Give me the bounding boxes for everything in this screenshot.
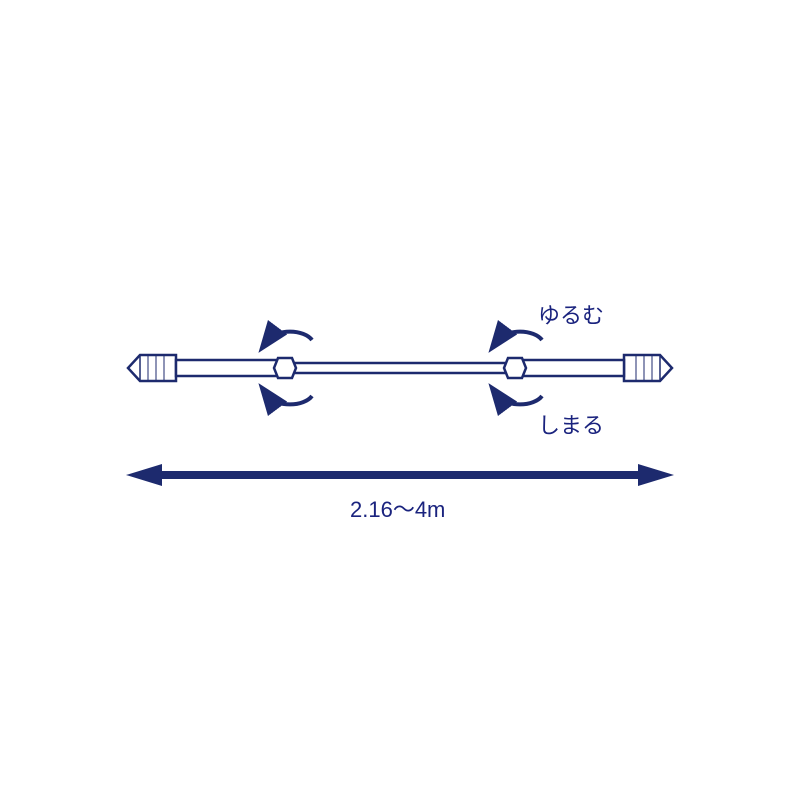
rotation-arrow-left-lower: [268, 396, 312, 404]
rod-right-tube: [515, 360, 624, 376]
rod-center-tube: [285, 363, 515, 373]
rod-diagram: ゆるむ しまる 2.16～4m: [80, 260, 720, 540]
right-end-cap: [624, 355, 672, 381]
rotation-arrow-left-upper: [268, 332, 312, 340]
label-dimension: 2.16～4m: [350, 492, 445, 524]
joint-left: [274, 358, 296, 378]
left-end-cap: [128, 355, 176, 381]
label-tighten: しまる: [538, 408, 604, 440]
label-loosen: ゆるむ: [538, 298, 604, 330]
rotation-arrow-right-lower: [498, 396, 542, 404]
rotation-arrow-right-upper: [498, 332, 542, 340]
rod-left-tube: [176, 360, 285, 376]
joint-right: [504, 358, 526, 378]
dimension-arrow: [126, 464, 674, 486]
